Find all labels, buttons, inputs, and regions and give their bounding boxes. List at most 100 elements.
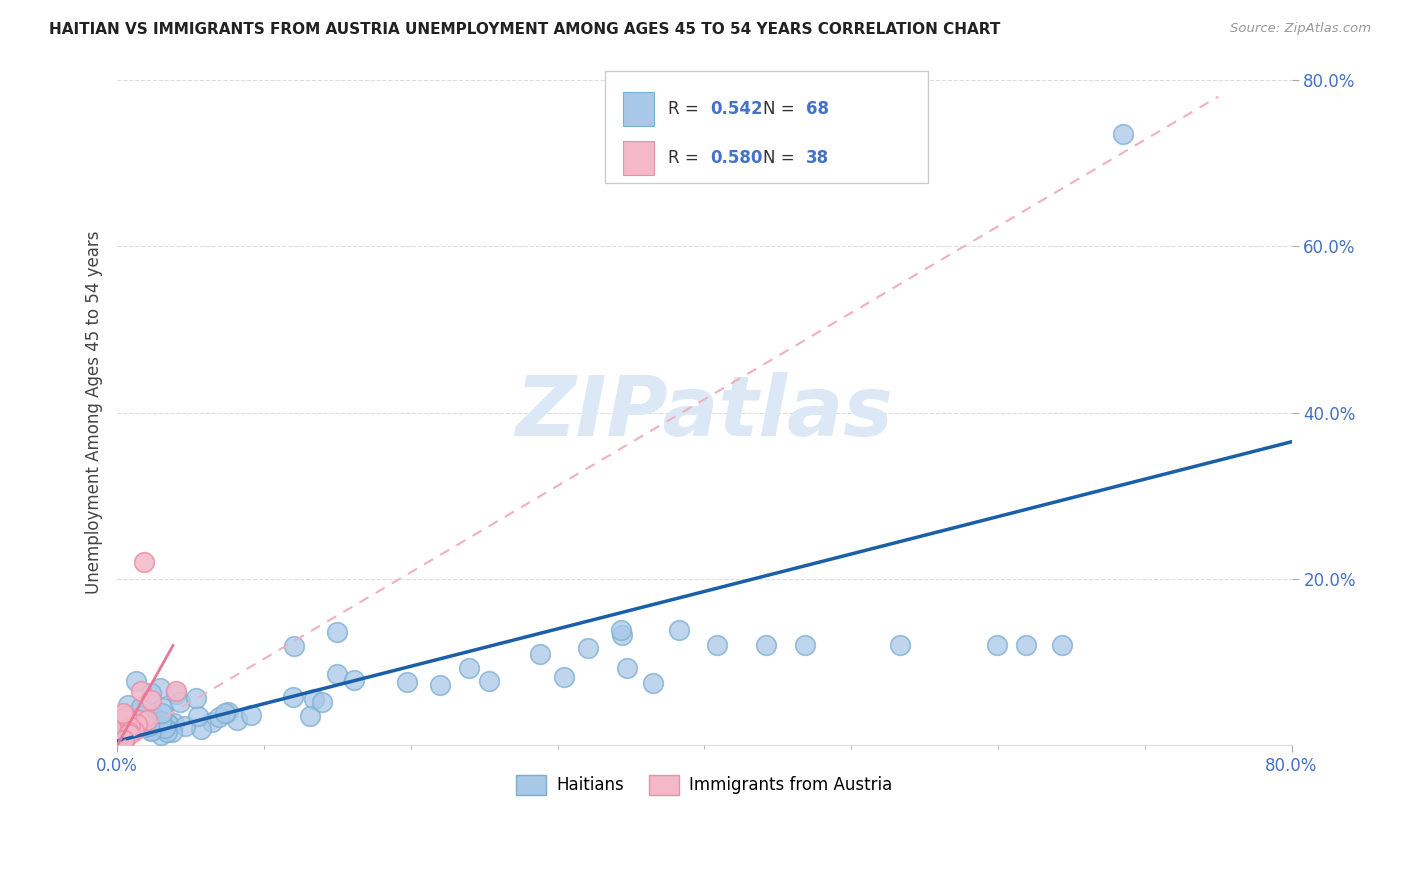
Point	[115, 709, 138, 723]
Point	[128, 713, 150, 727]
Point	[1112, 127, 1135, 141]
Point	[157, 716, 180, 731]
Point	[208, 710, 231, 724]
Point	[107, 731, 129, 745]
Point	[1015, 639, 1038, 653]
Text: Source: ZipAtlas.com: Source: ZipAtlas.com	[1230, 22, 1371, 36]
Point	[134, 721, 156, 735]
Point	[135, 713, 157, 727]
Point	[889, 639, 911, 653]
Point	[395, 674, 418, 689]
Point	[132, 555, 155, 569]
Text: R =: R =	[668, 149, 704, 167]
Point	[616, 661, 638, 675]
Point	[111, 730, 134, 744]
Point	[478, 673, 501, 688]
Point	[152, 701, 174, 715]
Point	[148, 681, 170, 695]
Point	[110, 734, 132, 748]
Text: N =: N =	[763, 100, 800, 118]
Point	[141, 706, 163, 720]
Point	[139, 686, 162, 700]
Point	[299, 709, 322, 723]
Point	[129, 700, 152, 714]
Point	[706, 639, 728, 653]
Point	[115, 723, 138, 738]
Text: 0.542: 0.542	[710, 100, 762, 118]
Legend: Haitians, Immigrants from Austria: Haitians, Immigrants from Austria	[508, 766, 901, 804]
Point	[110, 720, 132, 734]
Point	[117, 725, 139, 739]
Point	[118, 720, 141, 734]
Point	[190, 722, 212, 736]
Point	[112, 732, 135, 747]
Point	[107, 731, 129, 746]
Text: 38: 38	[806, 149, 828, 167]
Point	[173, 719, 195, 733]
Text: HAITIAN VS IMMIGRANTS FROM AUSTRIA UNEMPLOYMENT AMONG AGES 45 TO 54 YEARS CORREL: HAITIAN VS IMMIGRANTS FROM AUSTRIA UNEMP…	[49, 22, 1001, 37]
Point	[283, 639, 305, 653]
Point	[200, 715, 222, 730]
Point	[150, 728, 173, 742]
Point	[108, 733, 131, 747]
Point	[107, 719, 129, 733]
Y-axis label: Unemployment Among Ages 45 to 54 years: Unemployment Among Ages 45 to 54 years	[86, 231, 103, 594]
Point	[125, 674, 148, 689]
Text: ZIPatlas: ZIPatlas	[516, 372, 893, 453]
Point	[110, 734, 132, 748]
Point	[117, 698, 139, 712]
Point	[150, 714, 173, 728]
Point	[110, 733, 132, 747]
Point	[612, 628, 634, 642]
Point	[114, 730, 136, 744]
Point	[553, 670, 575, 684]
Point	[111, 716, 134, 731]
Point	[1050, 639, 1073, 653]
Point	[169, 695, 191, 709]
Point	[610, 623, 633, 637]
Point	[125, 717, 148, 731]
Point	[108, 716, 131, 731]
Point	[153, 721, 176, 735]
Point	[343, 673, 366, 687]
Point	[160, 724, 183, 739]
Point	[986, 639, 1008, 653]
Point	[122, 723, 145, 738]
Point	[163, 715, 186, 730]
Point	[110, 723, 132, 738]
Point	[107, 728, 129, 742]
Point	[129, 684, 152, 698]
Point	[157, 717, 180, 731]
Point	[184, 691, 207, 706]
Point	[114, 726, 136, 740]
Point	[115, 730, 138, 744]
Point	[794, 639, 817, 653]
Point	[121, 718, 143, 732]
Point	[225, 713, 247, 727]
Point	[111, 732, 134, 747]
Point	[302, 691, 325, 706]
Point	[283, 690, 305, 704]
Point	[755, 639, 778, 653]
Point	[239, 708, 262, 723]
Point	[214, 706, 236, 720]
Text: 68: 68	[806, 100, 828, 118]
Point	[326, 624, 349, 639]
Point	[138, 719, 160, 733]
Point	[129, 718, 152, 732]
Point	[311, 695, 333, 709]
Point	[124, 711, 146, 725]
Point	[156, 725, 179, 739]
Point	[108, 719, 131, 733]
Text: 0.580: 0.580	[710, 149, 762, 167]
Point	[668, 623, 690, 637]
Point	[107, 730, 129, 744]
Point	[118, 726, 141, 740]
Point	[429, 678, 451, 692]
Point	[111, 706, 134, 721]
Point	[108, 722, 131, 736]
Point	[217, 705, 239, 719]
Point	[122, 721, 145, 735]
Point	[141, 723, 163, 737]
Point	[576, 640, 599, 655]
